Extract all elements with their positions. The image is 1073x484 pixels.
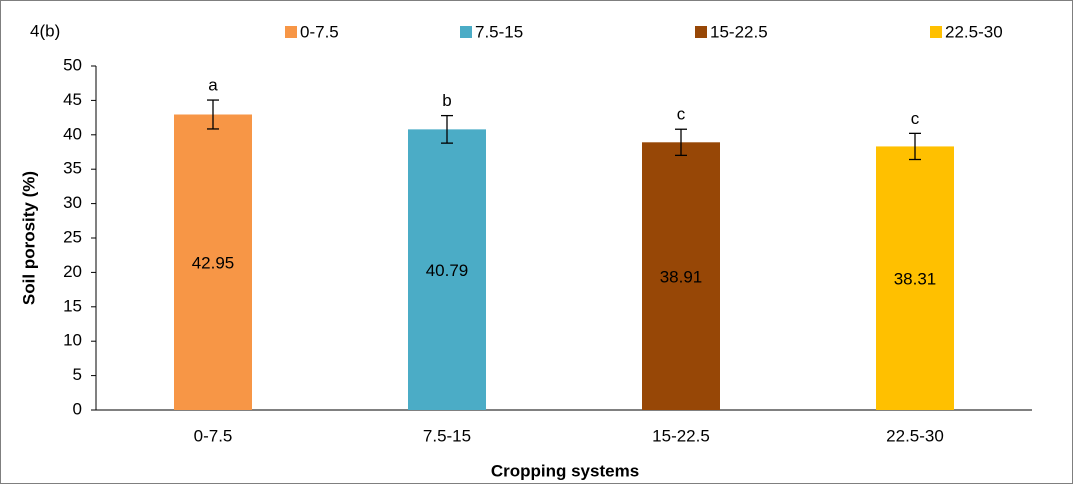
y-tick-label: 30 [63,193,82,212]
error-bar [441,114,453,144]
error-bar [675,128,687,157]
x-tick-label: 0-7.5 [194,426,233,445]
y-tick-label: 40 [63,124,82,143]
bar [408,129,486,410]
bar [174,114,252,410]
y-tick-label: 10 [63,331,82,350]
legend-label: 22.5-30 [945,22,1003,41]
significance-letter: a [208,76,218,95]
legend-label: 0-7.5 [300,22,339,41]
y-tick-label: 45 [63,90,82,109]
data-label: 40.79 [426,261,469,280]
data-label: 38.91 [660,268,703,287]
x-axis-label: Cropping systems [491,461,639,480]
bar [642,142,720,410]
data-label: 38.31 [894,270,937,289]
y-tick-label: 25 [63,227,82,246]
y-tick-label: 35 [63,159,82,178]
legend-label: 15-22.5 [710,22,768,41]
significance-letter: c [911,109,920,128]
y-tick-label: 50 [63,55,82,74]
y-tick-label: 15 [63,296,82,315]
significance-letter: b [442,91,451,110]
legend-swatch [460,26,472,38]
error-bar [207,99,219,130]
x-tick-label: 22.5-30 [886,426,944,445]
legend-label: 7.5-15 [475,22,523,41]
legend-swatch [695,26,707,38]
significance-letter: c [677,105,686,124]
y-tick-label: 0 [73,399,82,418]
y-tick-label: 5 [73,365,82,384]
x-tick-label: 15-22.5 [652,426,710,445]
chart-title: 4(b) [30,21,60,40]
y-axis-label: Soil porosity (%) [19,171,38,305]
legend-swatch [930,26,942,38]
legend-swatch [285,26,297,38]
x-tick-label: 7.5-15 [423,426,471,445]
data-label: 42.95 [192,254,235,273]
error-bar [909,132,921,161]
bar [876,146,954,411]
y-tick-label: 20 [63,262,82,281]
